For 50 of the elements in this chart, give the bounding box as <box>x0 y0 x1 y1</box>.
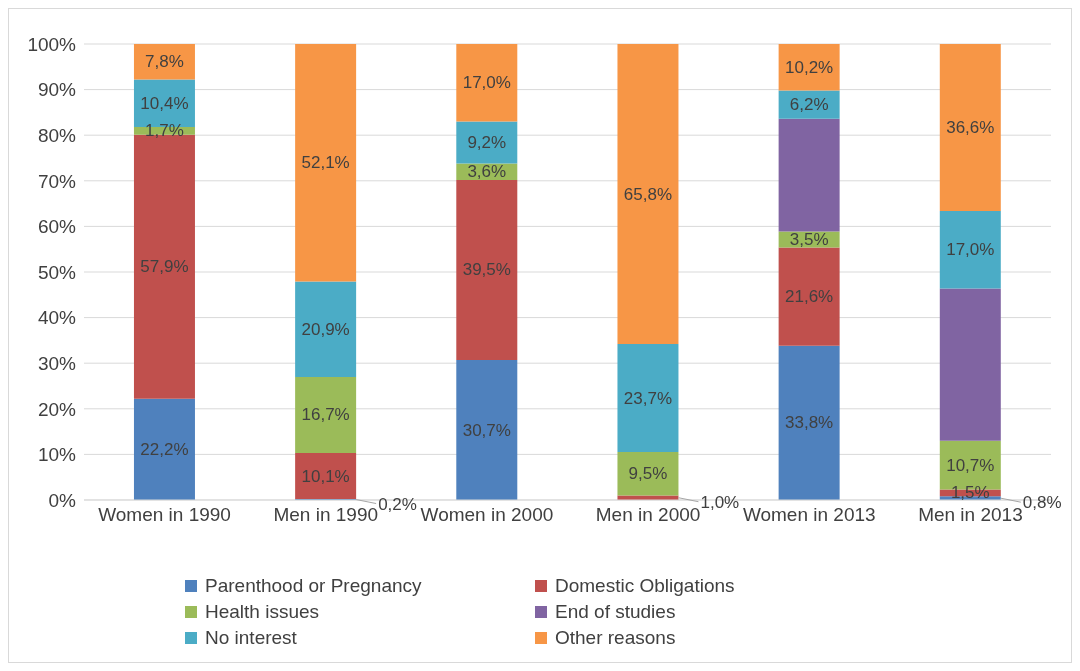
data-label: 17,0% <box>462 73 511 93</box>
data-label: 3,6% <box>467 162 507 182</box>
data-label: 6,2% <box>789 95 829 115</box>
data-label: 9,5% <box>628 464 668 484</box>
data-label: 57,9% <box>140 257 189 277</box>
x-tick-label: Men in 1990 <box>273 504 379 526</box>
data-label: 10,7% <box>946 455 995 475</box>
y-tick-label: 60% <box>37 216 77 238</box>
x-tick-label: Women in 2013 <box>742 504 876 526</box>
y-tick-label: 40% <box>37 307 77 329</box>
data-label: 33,8% <box>785 413 834 433</box>
data-label: 10,2% <box>785 57 834 77</box>
data-label: 20,9% <box>301 319 350 339</box>
data-label: 0,2% <box>378 494 417 514</box>
y-tick-label: 0% <box>48 489 77 511</box>
y-tick-label: 50% <box>37 261 77 283</box>
data-label: 1,0% <box>700 492 740 512</box>
data-label: 16,7% <box>301 405 350 425</box>
data-label: 21,6% <box>785 287 834 307</box>
data-label: 52,1% <box>301 153 350 173</box>
data-label: 7,8% <box>145 52 184 72</box>
data-label: 3,5% <box>789 229 829 249</box>
y-tick-label: 90% <box>37 79 77 101</box>
data-label: 22,2% <box>140 439 189 459</box>
data-label: 39,5% <box>462 260 511 280</box>
data-label: 17,0% <box>946 240 995 260</box>
legend-label: Health issues <box>205 601 320 623</box>
legend-label: Parenthood or Pregnancy <box>205 575 422 597</box>
x-tick-label: Women in 1990 <box>98 504 231 526</box>
y-tick-label: 100% <box>27 33 77 55</box>
y-tick-label: 20% <box>37 398 77 420</box>
data-label: 65,8% <box>623 184 673 204</box>
y-tick-label: 30% <box>37 352 77 374</box>
legend-label: End of studies <box>555 601 676 623</box>
data-label: 36,6% <box>946 117 995 137</box>
legend-label: Domestic Obligations <box>555 575 735 597</box>
x-tick-label: Men in 2000 <box>595 504 701 526</box>
data-label: 10,1% <box>301 466 350 486</box>
data-label: 0,8% <box>1022 493 1062 513</box>
y-tick-label: 10% <box>37 444 77 466</box>
x-tick-label: Men in 2013 <box>918 504 1023 526</box>
data-label: 10,4% <box>140 93 189 113</box>
x-tick-label: Women in 2000 <box>420 504 554 526</box>
legend-label: Other reasons <box>555 627 676 649</box>
data-label: 9,2% <box>467 133 507 152</box>
y-tick-label: 70% <box>37 170 77 192</box>
data-label: 30,7% <box>462 420 511 440</box>
legend-label: No interest <box>205 627 297 649</box>
y-tick-label: 80% <box>37 124 77 146</box>
data-label: 23,7% <box>623 388 673 408</box>
